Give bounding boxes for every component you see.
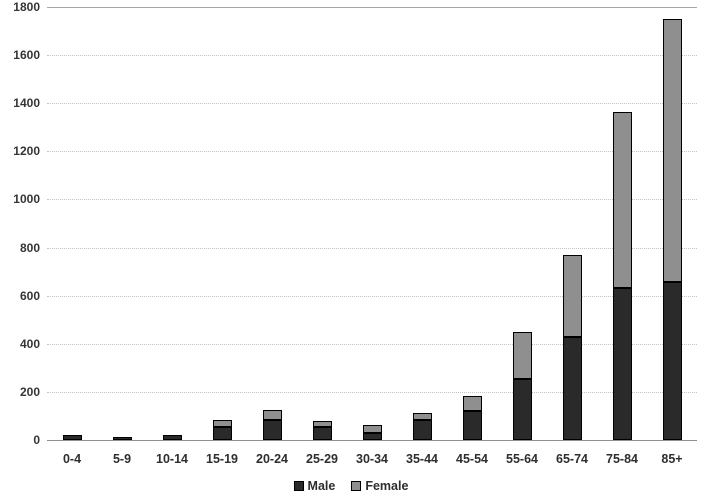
x-axis-tick-label: 15-19 — [206, 452, 238, 466]
bar-segment-male — [462, 411, 482, 440]
gridline-400 — [47, 343, 697, 345]
bar-segment-male — [312, 426, 332, 440]
legend-swatch-female-icon — [351, 481, 362, 491]
bar-segment-female — [612, 112, 632, 288]
gridline-1000 — [47, 199, 697, 201]
bar-segment-male — [162, 435, 182, 440]
x-axis-tick-label: 0-4 — [62, 452, 82, 466]
bar-segment-male — [562, 336, 582, 440]
bar-segment-female — [212, 420, 232, 427]
gridline-1800 — [47, 7, 697, 8]
bar-segment-female — [562, 254, 582, 337]
y-axis-tick-label: 400 — [19, 336, 40, 351]
x-axis-tick-label: 5-9 — [112, 452, 132, 466]
gridline-200 — [47, 391, 697, 393]
bar-segment-male — [362, 432, 382, 440]
bar-segment-male — [412, 419, 432, 440]
x-axis-tick-label: 45-54 — [456, 452, 488, 466]
gridline-1400 — [47, 103, 697, 105]
bar-segment-male — [212, 426, 232, 440]
bar-segment-female — [462, 396, 482, 412]
bar-segment-female — [412, 413, 432, 420]
y-axis-tick-label: 1800 — [13, 0, 40, 14]
bar-segment-male — [512, 379, 532, 440]
x-axis-tick-label: 10-14 — [156, 452, 188, 466]
gridline-1200 — [47, 151, 697, 153]
y-axis-tick-label: 1400 — [13, 96, 40, 111]
bar-segment-male — [662, 281, 682, 440]
legend-swatch-male-icon — [293, 481, 304, 491]
y-axis-tick-label: 1000 — [13, 192, 40, 207]
y-axis-tick-label: 800 — [19, 240, 40, 255]
legend-item-female: Female — [351, 479, 408, 493]
x-axis-tick-label: 30-34 — [356, 452, 388, 466]
bar-segment-male — [112, 436, 132, 440]
x-axis-tick-label: 75-84 — [606, 452, 638, 466]
legend: Male Female — [0, 479, 702, 493]
y-axis-tick-label: 600 — [19, 288, 40, 303]
gridline-800 — [47, 247, 697, 249]
bar-segment-female — [662, 19, 682, 282]
legend-label-male: Male — [307, 479, 336, 493]
x-axis-tick-label: 85+ — [661, 452, 683, 466]
gridline-1600 — [47, 55, 697, 57]
bar-segment-female — [262, 409, 282, 420]
bar-segment-female — [362, 425, 382, 433]
bar-segment-male — [62, 435, 82, 440]
y-axis-tick-label: 0 — [33, 433, 40, 447]
bar-segment-male — [262, 419, 282, 440]
y-axis-tick-label: 1600 — [13, 48, 40, 63]
x-axis-tick-label: 20-24 — [256, 452, 288, 466]
x-axis-tick-label: 25-29 — [306, 452, 338, 466]
x-axis-line — [47, 440, 697, 441]
bar-segment-male — [612, 287, 632, 440]
y-axis-tick-label: 1200 — [13, 144, 40, 159]
legend-item-male: Male — [293, 479, 336, 493]
x-axis-tick-label: 35-44 — [406, 452, 438, 466]
legend-label-female: Female — [365, 479, 409, 493]
y-axis-tick-label: 200 — [19, 384, 40, 399]
bar-segment-female — [512, 331, 532, 380]
bar-segment-female — [312, 421, 332, 427]
x-axis-tick-label: 65-74 — [556, 452, 588, 466]
x-axis-tick-label: 55-64 — [506, 452, 538, 466]
gridline-600 — [47, 295, 697, 297]
